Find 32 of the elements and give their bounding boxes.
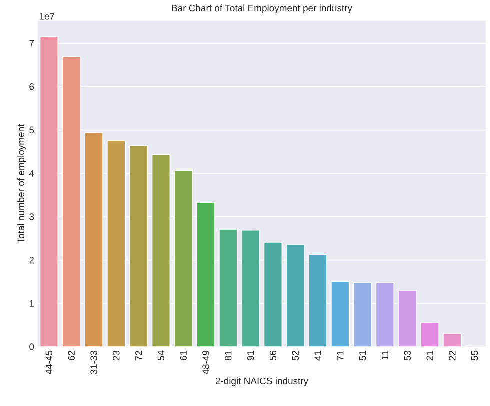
y-tick-label: 2 xyxy=(30,256,34,264)
x-tick-label: 41 xyxy=(314,350,322,361)
x-tick-label: 54 xyxy=(158,350,165,361)
y-tick-label: 1 xyxy=(30,300,34,307)
x-tick-label: 91 xyxy=(247,350,254,361)
x-tick-label: 56 xyxy=(270,350,277,361)
x-tick-label: 52 xyxy=(292,350,299,361)
y-tick-label: 5 xyxy=(30,126,34,134)
x-tick-label: 62 xyxy=(68,350,75,361)
x-tick-label: 53 xyxy=(404,350,411,361)
x-tick-label: 71 xyxy=(337,350,344,361)
text: 1e7 xyxy=(40,13,55,20)
x-tick-label: 11 xyxy=(382,350,388,360)
x-tick-label: 22 xyxy=(449,350,456,361)
y-axis-title: Total number of employment xyxy=(18,124,26,244)
x-tick-label: 72 xyxy=(135,350,142,361)
x-tick-label: 21 xyxy=(426,350,434,361)
y-tick-label: 3 xyxy=(30,214,34,220)
x-axis-title: 2-digit NAICS industry xyxy=(216,378,309,386)
x-tick-label: 48-49 xyxy=(202,350,210,375)
x-tick-label: 55 xyxy=(472,350,478,361)
y-tick-label: 0 xyxy=(30,344,34,350)
chart-title: Bar Chart of Total Employment per industry xyxy=(172,4,352,14)
x-tick-label: 31-33 xyxy=(90,350,98,374)
x-tick-label: 61 xyxy=(180,350,187,361)
x-tick-label: 81 xyxy=(225,350,232,361)
x-tick-label: 23 xyxy=(113,350,120,361)
x-tick-label: 44-45 xyxy=(46,350,53,375)
y-tick-label: 4 xyxy=(29,170,34,177)
y-tick-label: 6 xyxy=(30,84,34,90)
x-tick-label: 51 xyxy=(360,350,366,361)
y-tick-label: 7 xyxy=(30,40,34,47)
